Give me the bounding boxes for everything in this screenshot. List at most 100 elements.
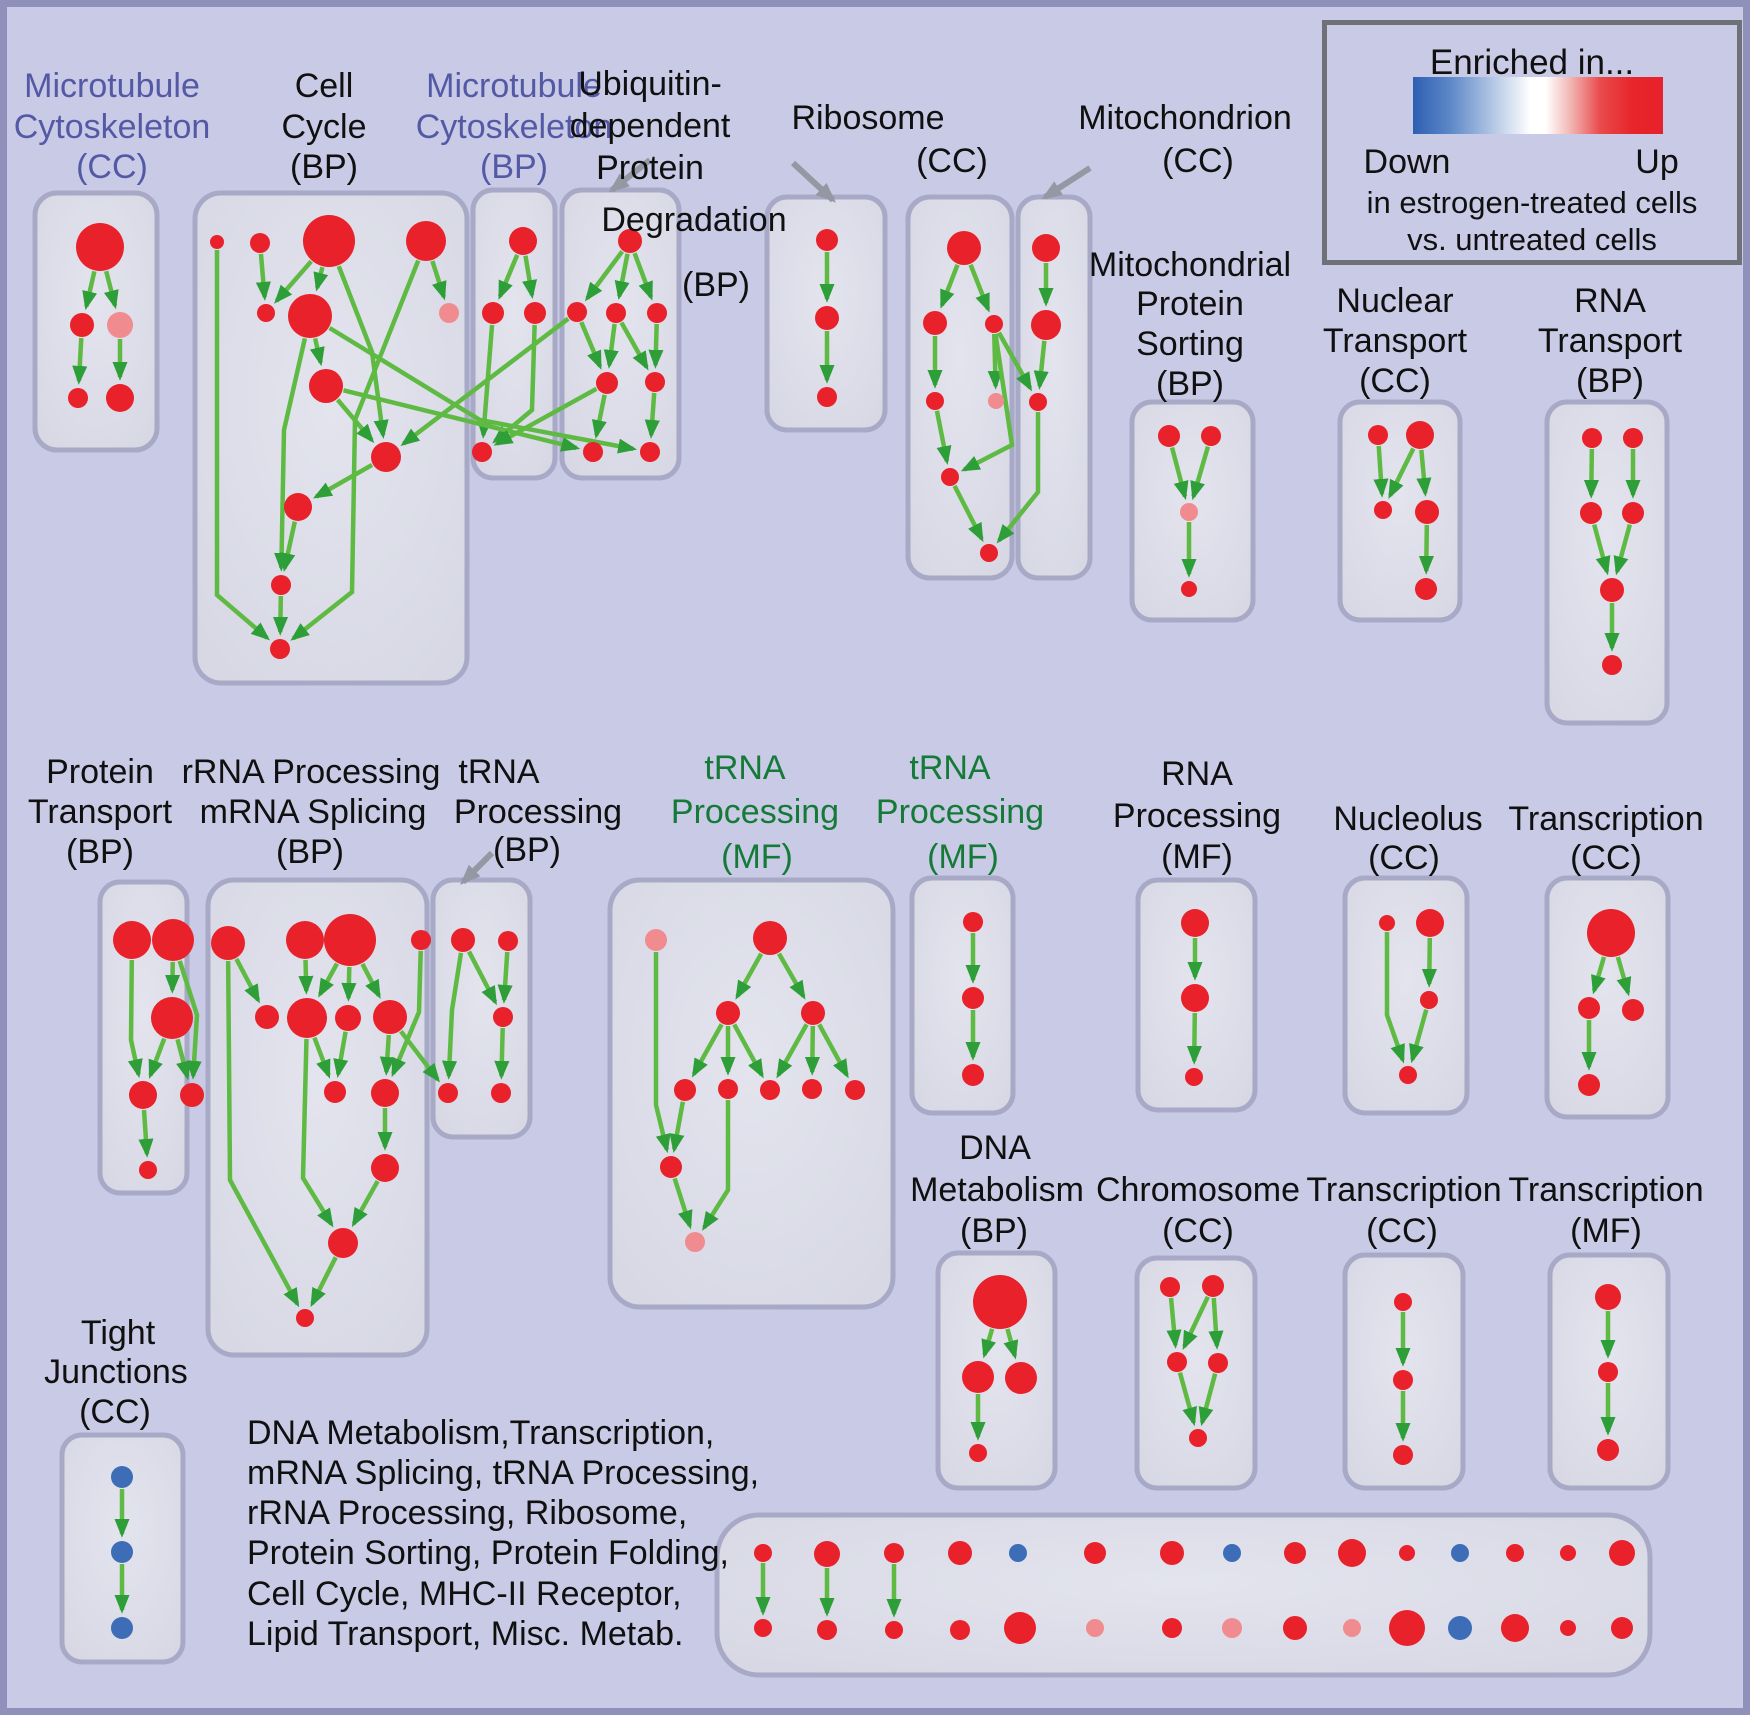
protein-transport-edge-3 [175,1038,191,1081]
ubiquitin-label-line-4: (BP) [682,266,750,304]
cell-cycle-edge-8 [335,398,375,444]
protein-transport-label-line-1: Transport [28,793,173,831]
dna-metabolism-node-3 [969,1444,987,1462]
nuclear-transport-edge-0 [1373,445,1389,498]
trna-processing-mf-1-node-7 [802,1079,822,1099]
microtubule-cytoskeleton-bp-label-line-2: (BP) [480,148,548,186]
trna-processing-bp-label-line-0: tRNA [458,753,540,791]
transcription-cc1-label-line-0: Transcription [1508,800,1703,838]
microtubule-cytoskeleton-cc-node-2 [107,312,133,338]
ubiquitin-degradation-edge-2 [632,252,654,301]
rrna-processing-mrna-splicing-edge-3 [318,962,339,998]
mitochondrial-protein-sorting-label-line-3: (BP) [1156,365,1224,403]
misc-cluster-box [714,1512,1653,1678]
rna-processing-mf-edge-1 [1186,1012,1202,1065]
ubiquitin-degradation-edge-0 [584,250,625,302]
rna-processing-mf-label-line-2: (MF) [1161,838,1233,876]
microtubule-cytoskeleton-cc-node-1 [70,313,94,337]
misc-cluster-node-2 [884,1543,904,1563]
tight-junctions-node-2 [111,1617,133,1639]
transcription-cc2-label-line-0: Transcription [1306,1171,1501,1209]
misc-cluster-node-19 [1004,1612,1036,1644]
ubiquitin-degradation-2-node-1 [815,306,839,330]
misc-cluster-node-24 [1343,1619,1361,1637]
nucleolus-label-line-1: (CC) [1368,839,1440,877]
ubiquitin-degradation-edge-3 [579,321,603,370]
cross-edge-6 [399,1029,440,1083]
protein-transport-node-2 [151,997,193,1039]
nucleolus-edge-0 [1384,932,1405,1064]
protein-transport-edge-5 [138,1109,154,1158]
cell-cycle-node-5 [288,294,332,338]
protein-transport-edge-2 [148,1037,167,1079]
trna-processing-bp-edge-1 [497,951,513,1004]
rna-transport-box [1544,399,1670,726]
trna-processing-bp-edge-3 [494,1027,510,1080]
mitochondrial-protein-sorting-edge-0 [1169,447,1189,501]
cross-edge-5 [996,412,1041,544]
ubiquitin-degradation-edge-1 [614,253,630,301]
ubiquitin-degradation-2-node-2 [817,387,837,407]
ribosome-edge-3 [987,333,1003,390]
transcription-mf-node-0 [1595,1284,1621,1310]
rrna-processing-mrna-splicing-edge-2 [298,959,314,995]
microtubule-cytoskeleton-cc-edge-2 [72,337,88,385]
cell-cycle-edge-7 [309,337,325,367]
cross-edge-2 [400,316,570,446]
cell-cycle-label-line-2: (BP) [290,148,358,186]
nuclear-transport-node-0 [1368,425,1388,445]
rna-transport-node-4 [1600,578,1624,602]
misc-cluster-node-0 [754,1544,772,1562]
trna-processing-mf-1-node-8 [845,1080,865,1100]
trna-processing-mf-1-node-9 [660,1156,682,1178]
cell-cycle-label-line-0: Cell [295,67,354,105]
cell-cycle-edge-9 [312,462,374,499]
ubiquitin-label-line-3: Degradation [601,201,786,239]
tight-junctions-label-line-2: (CC) [79,1393,151,1431]
rna-transport-label-line-2: (BP) [1576,362,1644,400]
misc-cluster-node-1 [814,1541,840,1567]
rna-transport-edge-2 [1591,523,1611,576]
tight-junctions-label-line-0: Tight [81,1314,156,1352]
nuclear-transport-node-3 [1415,500,1439,524]
trna-processing-mf2-label-line-2: (MF) [927,838,999,876]
microtubule-cytoskeleton-bp-node-3 [472,442,492,462]
ribosome-node-1 [923,311,947,335]
microtubule-cytoskeleton-bp-label-line-0: Microtubule [426,67,602,105]
transcription-cc-1-node-1 [1578,997,1600,1019]
ubiquitin-degradation-node-6 [583,442,603,462]
ribosome-node-0 [947,231,981,265]
ubiquitin-degradation-edge-7 [591,394,607,440]
tight-junctions-node-0 [111,1466,133,1488]
mitochondrion-node-1 [1031,310,1061,340]
nucleolus-box [1342,875,1470,1116]
ribosome-node-5 [941,468,959,486]
legend-subtitle-line2: vs. untreated cells [1407,222,1657,257]
rrna-processing-mrna-splicing-node-4 [255,1005,279,1029]
chromosome-edge-2 [1208,1297,1224,1350]
microtubule-cytoskeleton-bp-node-2 [524,302,546,324]
rna-processing-mf-node-2 [1185,1068,1203,1086]
nucleolus-node-1 [1416,909,1444,937]
ubiquitin-to-box2-arrow [790,160,836,203]
misc-cluster-node-29 [1611,1617,1633,1639]
dna-metabolism-edge-1 [1003,1328,1019,1360]
trna-processing-mf-1-edge-9 [669,1101,686,1154]
microtubule-cytoskeleton-cc-edge-1 [103,270,119,310]
nucleolus-node-0 [1379,915,1395,931]
microtubule-cytoskeleton-cc-node-3 [68,388,88,408]
rrna-processing-mrna-splicing-node-11 [328,1228,358,1258]
rrna-processing-mrna-splicing-edge-8 [333,1031,349,1078]
transcription-mf-node-2 [1597,1439,1619,1461]
ubiquitin-label-line-2: Protein [596,149,704,187]
cell-cycle-edge-0 [214,250,270,641]
mitochondrial-protein-sorting-node-0 [1158,425,1180,447]
microtubule-cytoskeleton-cc-node-0 [76,223,124,271]
cell-cycle-node-0 [210,235,224,249]
protein-transport-node-4 [180,1083,204,1107]
rrna-processing-mrna-splicing-node-10 [371,1154,399,1182]
dna-metabolism-edge-0 [981,1328,996,1359]
rrna-processing-mrna-splicing-node-3 [411,930,431,950]
legend-subtitle-line1: in estrogen-treated cells [1366,185,1698,220]
